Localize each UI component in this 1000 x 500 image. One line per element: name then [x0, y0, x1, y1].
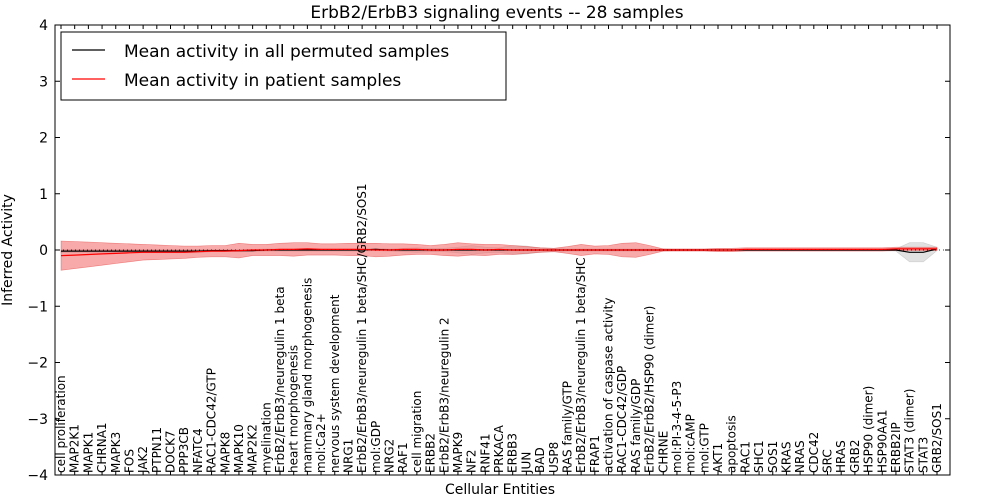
line-patient-mean: [60, 248, 937, 257]
y-tick-label: 0: [39, 243, 48, 259]
y-tick-label: 3: [39, 74, 48, 90]
x-category-label: SRC: [821, 449, 835, 473]
y-tick-label: −2: [27, 356, 48, 372]
x-category-label: mol:GTP: [697, 423, 711, 473]
x-axis-label: Cellular Entities: [445, 482, 555, 498]
y-tick-label: −1: [27, 299, 48, 315]
x-category-label: RAS family/GDP: [629, 379, 643, 473]
x-category-label: RAC1-CDC42/GTP: [205, 368, 219, 473]
x-category-label: ErbB2/ErbB3/neuregulin 1 beta/SHC/GRB2/S…: [355, 183, 369, 473]
x-category-label: NRG2: [383, 439, 397, 473]
x-category-label: FOS: [122, 449, 136, 473]
x-category-label: RAC1-CDC42/GDP: [615, 366, 629, 473]
x-category-label: NRAS: [793, 440, 807, 473]
x-category-label: HSP90 (dimer): [862, 386, 876, 473]
x-category-label: mol:PI-3-4-5-P3: [670, 381, 684, 473]
y-axis-label: Inferred Activity: [0, 194, 16, 306]
x-category-label: MAPK9: [451, 432, 465, 473]
x-category-label: ErbB2/ErbB3/neuregulin 1 beta/SHC: [574, 257, 588, 473]
x-category-label: ErbB2/ErbB3/neuregulin 2: [437, 317, 451, 473]
x-category-label: HRAS: [834, 440, 848, 473]
x-category-label: apoptosis: [725, 415, 739, 473]
x-category-label: ERBB2IP: [889, 422, 903, 473]
x-category-label: nervous system development: [328, 294, 342, 473]
x-category-label: PPP3CB: [177, 427, 191, 473]
legend-label-patient: Mean activity in patient samples: [124, 71, 401, 91]
x-category-label: mol:cAMP: [684, 414, 698, 473]
x-category-label: SOS1: [766, 441, 780, 473]
x-category-label: PTPN11: [150, 427, 164, 473]
chart-title: ErbB2/ErbB3 signaling events -- 28 sampl…: [310, 3, 683, 23]
x-category-label: STAT3 (dimer): [903, 389, 917, 473]
x-category-label: ERBB2: [424, 433, 438, 473]
x-category-label: JAK2: [136, 446, 150, 474]
x-category-label: cell migration: [410, 391, 424, 473]
x-category-label: MAPK3: [109, 432, 123, 473]
x-category-label: RAF1: [396, 442, 410, 473]
x-category-label: heart morphogenesis: [287, 345, 301, 473]
x-category-label: KRAS: [779, 441, 793, 473]
legend-label-permuted: Mean activity in all permuted samples: [124, 42, 449, 62]
x-category-label: SHC1: [752, 440, 766, 473]
series-lines: [55, 248, 950, 257]
x-category-label: myelination: [259, 402, 273, 473]
x-category-label: RAC1: [738, 441, 752, 473]
x-category-label: NFATC4: [191, 428, 205, 473]
legend-box: [60, 31, 507, 101]
x-category-label: ErbB2/ErbB2/HSP90 (dimer): [643, 306, 657, 473]
x-category-label: ErbB2/ErbB3/neuregulin 1 beta: [273, 286, 287, 473]
y-tick-label: 4: [39, 18, 48, 34]
x-category-label: FRAP1: [588, 435, 602, 473]
x-category-label: cell proliferation: [54, 375, 68, 473]
x-category-label: MAP2K2: [246, 424, 260, 473]
x-category-label: HSP90AA1: [875, 409, 889, 473]
y-axis-ticks: −4 −3 −2 −1 0 1 2 3 4: [27, 18, 950, 484]
y-tick-label: 2: [39, 131, 48, 147]
x-category-label: MAPK8: [218, 432, 232, 473]
x-category-label: RNF41: [478, 434, 492, 474]
legend: Mean activity in all permuted samples Me…: [60, 31, 507, 101]
x-axis-category-labels: cell proliferation MAP2K1 MAPK1 CHRNA1 MAPK3…: [54, 25, 944, 475]
y-tick-label: −4: [27, 468, 48, 484]
x-category-label: PRKACA: [492, 424, 506, 473]
x-category-label: NRG1: [341, 439, 355, 473]
x-category-label: BAD: [533, 447, 547, 473]
x-category-label: DOCK7: [164, 430, 178, 473]
x-category-label: GRB2: [848, 439, 862, 473]
x-category-label: CDC42: [807, 432, 821, 473]
x-category-label: CHRNA1: [95, 422, 109, 473]
y-tick-label: −3: [27, 412, 48, 428]
y-tick-label: 1: [39, 187, 48, 203]
x-category-label: RAS family/GTP: [560, 381, 574, 473]
x-category-label: AKT1: [711, 443, 725, 473]
x-category-label: JUN: [519, 452, 533, 474]
x-category-label: mol:Ca2+: [314, 413, 328, 473]
x-category-label: MAPK10: [232, 424, 246, 473]
x-category-label: MAPK1: [81, 432, 95, 473]
plot-area-frame: [54, 24, 951, 476]
band-patient: [60, 240, 938, 271]
x-category-label: GRB2/SOS1: [930, 403, 944, 473]
x-category-label: mammary gland morphogenesis: [300, 278, 314, 473]
x-category-label: MAP2K1: [68, 424, 82, 473]
x-category-label: NF2: [465, 449, 479, 473]
x-category-label: STAT3: [916, 437, 930, 473]
x-category-label: ERBB3: [506, 433, 520, 473]
x-category-label: CHRNE: [656, 431, 670, 473]
x-category-label: USP8: [547, 442, 561, 473]
x-category-label: mol:GDP: [369, 421, 383, 473]
x-category-label: activation of caspase activity: [602, 298, 616, 473]
